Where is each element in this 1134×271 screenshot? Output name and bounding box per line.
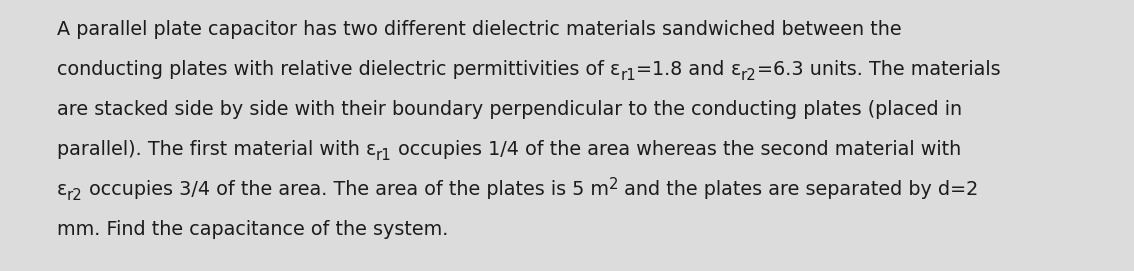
Text: occupies 1/4 of the area whereas the second material with: occupies 1/4 of the area whereas the sec… <box>392 140 962 159</box>
Text: mm. Find the capacitance of the system.: mm. Find the capacitance of the system. <box>57 220 448 239</box>
Text: are stacked side by side with their boundary perpendicular to the conducting pla: are stacked side by side with their boun… <box>57 100 962 119</box>
Text: A parallel plate capacitor has two different dielectric materials sandwiched bet: A parallel plate capacitor has two diffe… <box>57 20 902 39</box>
Text: r1: r1 <box>376 148 392 163</box>
Text: r2: r2 <box>741 68 756 83</box>
Text: =6.3 units. The materials: =6.3 units. The materials <box>756 60 1000 79</box>
Text: parallel). The first material with: parallel). The first material with <box>57 140 365 159</box>
Text: ε: ε <box>610 60 620 79</box>
Text: ε: ε <box>365 140 376 159</box>
Text: ε: ε <box>57 180 67 199</box>
Text: ε: ε <box>730 60 741 79</box>
Text: r1: r1 <box>620 68 636 83</box>
Text: =1.8 and: =1.8 and <box>636 60 730 79</box>
Text: 2: 2 <box>609 177 618 192</box>
Text: occupies 3/4 of the area. The area of the plates is 5 m: occupies 3/4 of the area. The area of th… <box>83 180 609 199</box>
Text: and the plates are separated by d=2: and the plates are separated by d=2 <box>618 180 979 199</box>
Text: r2: r2 <box>67 188 83 203</box>
Text: conducting plates with relative dielectric permittivities of: conducting plates with relative dielectr… <box>57 60 610 79</box>
